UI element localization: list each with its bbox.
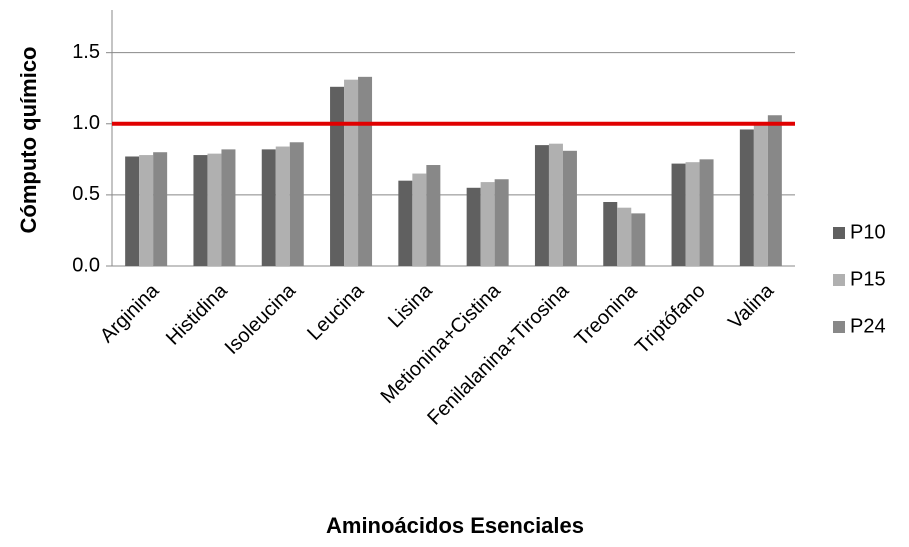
x-tick-label: Treonina [571,279,642,350]
x-tick-label: Valina [724,279,778,333]
y-tick-label: 1.5 [72,41,100,63]
bar [139,155,154,266]
bar [398,180,413,266]
bar [289,142,304,266]
bar [193,155,208,266]
legend-swatch [833,274,845,286]
bar [207,153,222,266]
bar [494,179,509,266]
x-tick-label: Isoleucina [221,279,301,359]
bar [631,213,646,266]
x-tick-label: Histidina [162,279,232,349]
x-tick-label: Lisina [384,279,437,332]
bar [426,165,441,266]
bar [412,173,427,266]
x-axis-label: Aminoácidos Esenciales [326,513,584,538]
bar [617,207,632,266]
bar [221,149,236,266]
x-tick-label: Leucina [303,279,369,345]
bar [358,76,373,266]
bar [153,152,168,266]
bar [671,163,686,266]
y-tick-label: 0.5 [72,183,100,205]
bar [562,150,577,266]
x-tick-label: Metionina+Cistina [377,279,506,408]
bar [275,146,290,266]
bar [603,202,618,266]
bar [699,159,714,266]
legend-swatch [833,227,845,239]
bar [466,187,481,266]
legend-label: P10 [850,221,886,243]
legend-label: P24 [850,315,886,337]
x-tick-label: Fenilalanina+Tirosina [423,279,573,429]
bar [261,149,276,266]
bar [480,182,495,266]
y-tick-label: 0.0 [72,254,100,276]
bar [739,129,754,266]
bar [753,125,768,266]
x-tick-label: Triptófano [631,280,710,359]
x-tick-label: Arginina [96,279,164,347]
bar [767,115,782,266]
bar [548,143,563,266]
bar [125,156,140,266]
bar [685,162,700,266]
y-axis-label: Cómputo químico [16,47,41,234]
bar [344,79,359,266]
legend-label: P15 [850,268,886,290]
bar [330,86,345,266]
bar [534,145,549,266]
y-tick-label: 1.0 [72,112,100,134]
legend-swatch [833,321,845,333]
